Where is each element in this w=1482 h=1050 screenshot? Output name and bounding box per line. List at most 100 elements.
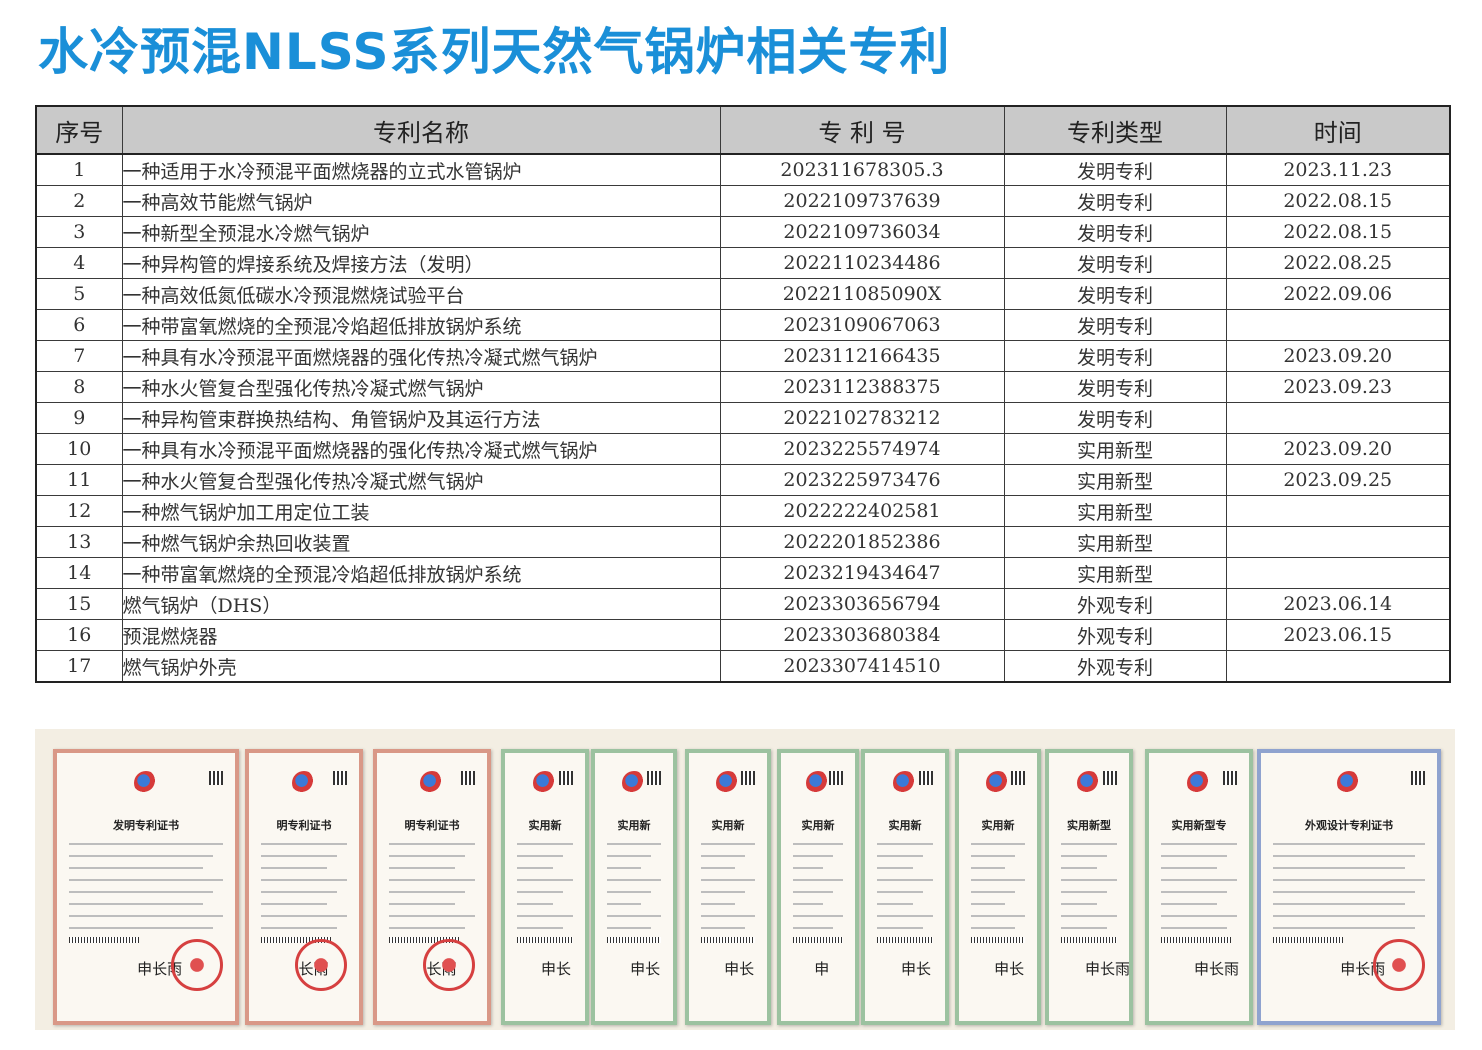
certificate-text-line	[971, 891, 1015, 893]
certificate-text-line	[261, 915, 347, 917]
qr-code-icon	[333, 771, 347, 785]
certificate-text-line	[701, 927, 745, 929]
certificate-text-line	[517, 927, 563, 929]
header-number: 专 利 号	[719, 105, 1005, 155]
certificate-text-line	[1061, 879, 1117, 881]
cell-date: 2022.08.15	[1225, 216, 1451, 248]
certificate-text-line	[261, 879, 347, 881]
page-title: 水冷预混NLSS系列天然气锅炉相关专利	[38, 23, 951, 81]
qr-code-icon	[209, 771, 223, 785]
certificate-text-line	[389, 915, 475, 917]
barcode-icon	[517, 937, 573, 943]
cell-number: 2023112388375	[719, 371, 1005, 403]
patent-table: 序号 专利名称 专 利 号 专利类型 时间 1 一种适用于水冷预混平面燃烧器的立式…	[35, 105, 1451, 683]
cell-number: 2023225973476	[719, 464, 1005, 496]
cell-date	[1225, 309, 1451, 341]
certificate-text-line	[701, 891, 745, 893]
certificate-text-line	[517, 903, 553, 905]
qr-code-icon	[559, 771, 573, 785]
barcode-icon	[69, 937, 139, 943]
certificate-text-line	[261, 843, 347, 845]
certificate-text-line	[1061, 867, 1097, 869]
certificate-text-line	[261, 903, 327, 905]
cell-index: 14	[35, 557, 123, 589]
cell-type: 实用新型	[1003, 464, 1227, 496]
certificate-text-line	[877, 927, 923, 929]
patent-office-logo-icon	[1077, 771, 1101, 795]
qr-code-icon	[1103, 771, 1117, 785]
qr-code-icon	[1223, 771, 1237, 785]
cell-number: 2022110234486	[719, 247, 1005, 279]
certificate-text-line	[69, 891, 213, 893]
barcode-icon	[1161, 937, 1231, 943]
director-signature: 申长	[630, 960, 661, 978]
cell-number: 2022201852386	[719, 526, 1005, 558]
certificate-text-line	[877, 891, 923, 893]
cell-name: 一种异构管束群换热结构、角管锅炉及其运行方法	[121, 402, 721, 434]
cell-type: 发明专利	[1003, 216, 1227, 248]
barcode-icon	[971, 937, 1025, 943]
certificate-text-line	[1161, 891, 1227, 893]
cell-type: 实用新型	[1003, 557, 1227, 589]
cell-number: 2022102783212	[719, 402, 1005, 434]
header-date: 时间	[1225, 105, 1451, 155]
cell-date	[1225, 402, 1451, 434]
patent-office-logo-icon	[134, 771, 158, 795]
certificate-text-line	[1273, 843, 1425, 845]
director-signature: 申长	[901, 960, 932, 978]
barcode-icon	[389, 937, 459, 943]
certificate-title: 外观设计专利证书	[1305, 819, 1393, 832]
patent-office-logo-icon	[1187, 771, 1211, 795]
certificate-text-line	[69, 915, 223, 917]
cell-date: 2022.09.06	[1225, 278, 1451, 310]
patent-office-logo-icon	[716, 771, 740, 795]
cell-name: 一种适用于水冷预混平面燃烧器的立式水管锅炉	[121, 153, 721, 186]
table-row: 12 一种燃气锅炉加工用定位工装 2022222402581 实用新型	[35, 495, 1451, 527]
cell-name: 预混燃烧器	[121, 619, 721, 651]
qr-code-icon	[1011, 771, 1025, 785]
certificate-text-line	[1273, 927, 1415, 929]
patent-office-logo-icon	[420, 771, 444, 795]
certificate-text-line	[69, 867, 203, 869]
certificate-text-line	[1061, 855, 1107, 857]
certificate-title: 实用新	[528, 819, 562, 832]
cell-number: 2023307414510	[719, 650, 1005, 683]
cell-index: 15	[35, 588, 123, 620]
cell-name: 燃气锅炉（DHS）	[121, 588, 721, 620]
cell-name: 一种燃气锅炉加工用定位工装	[121, 495, 721, 527]
table-row: 4 一种异构管的焊接系统及焊接方法（发明） 2022110234486 发明专利 202…	[35, 247, 1451, 279]
certificate-text-line	[877, 879, 933, 881]
qr-code-icon	[461, 771, 475, 785]
table-row: 2 一种高效节能燃气锅炉 2022109737639 发明专利 2022.08.15	[35, 185, 1451, 217]
qr-code-icon	[829, 771, 843, 785]
certificate-text-line	[1161, 927, 1227, 929]
cell-date: 2023.06.14	[1225, 588, 1451, 620]
certificate-title: 明专利证书	[276, 819, 332, 832]
certificate-text-line	[701, 915, 755, 917]
patent-office-logo-icon	[292, 771, 316, 795]
cell-name: 一种高效节能燃气锅炉	[121, 185, 721, 217]
certificate-title: 实用新	[888, 819, 922, 832]
cell-date: 2023.09.20	[1225, 433, 1451, 465]
table-row: 15 燃气锅炉（DHS） 2023303656794 外观专利 2023.06.14	[35, 588, 1451, 620]
cell-index: 4	[35, 247, 123, 279]
certificate-text-line	[971, 927, 1015, 929]
patent-office-logo-icon	[806, 771, 830, 795]
certificate-text-line	[517, 915, 573, 917]
director-signature: 申长	[724, 960, 755, 978]
certificate-text-line	[1161, 903, 1217, 905]
certificate-text-line	[971, 867, 1005, 869]
cell-type: 外观专利	[1003, 619, 1227, 651]
director-signature: 申长雨	[1085, 960, 1131, 978]
table-row: 16 预混燃烧器 2023303680384 外观专利 2023.06.15	[35, 619, 1451, 651]
certificate-text-line	[607, 843, 661, 845]
certificate-text-line	[701, 855, 745, 857]
certificate-text-line	[793, 879, 843, 881]
certificate-text-line	[517, 855, 563, 857]
cell-number: 2023109067063	[719, 309, 1005, 341]
certificate-text-line	[877, 867, 913, 869]
certificate-text-line	[971, 855, 1015, 857]
cell-type: 发明专利	[1003, 247, 1227, 279]
barcode-icon	[1273, 937, 1343, 943]
cell-number: 2023112166435	[719, 340, 1005, 372]
